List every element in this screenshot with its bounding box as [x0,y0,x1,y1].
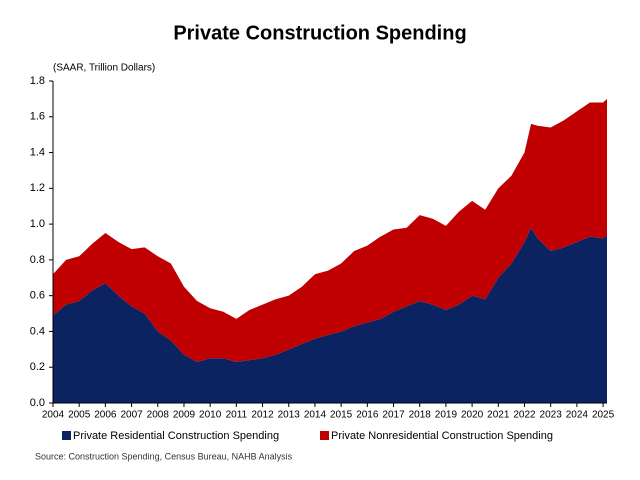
y-tick-label: 1.6 [30,111,45,123]
x-tick-label: 2005 [68,410,91,421]
legend-swatch [320,431,329,440]
source-note: Source: Construction Spending, Census Bu… [35,451,293,461]
y-tick-label: 0.0 [30,397,45,409]
y-tick-label: 1.8 [30,75,45,87]
x-tick-label: 2013 [278,410,301,421]
y-axis-label: (SAAR, Trillion Dollars) [53,63,155,74]
x-tick-label: 2022 [513,410,536,421]
x-tick-label: 2006 [94,410,117,421]
x-tick-label: 2020 [461,410,484,421]
y-tick-label: 0.6 [30,290,45,302]
x-tick-label: 2025 [592,410,615,421]
x-tick-label: 2011 [226,410,248,421]
x-tick-label: 2008 [147,410,170,421]
y-tick-label: 0.4 [30,325,45,337]
x-tick-label: 2012 [251,410,274,421]
y-tick-label: 1.4 [30,146,45,158]
x-tick-label: 2021 [487,410,510,421]
legend-swatch [62,431,71,440]
x-tick-label: 2014 [304,410,327,421]
x-tick-label: 2017 [382,410,405,421]
legend-label: Private Nonresidential Construction Spen… [331,430,553,442]
x-tick-label: 2009 [173,410,196,421]
x-tick-label: 2016 [356,410,379,421]
x-tick-label: 2023 [540,410,563,421]
area [53,227,607,403]
x-tick-label: 2010 [199,410,222,421]
x-tick-label: 2015 [330,410,353,421]
y-tick-label: 1.2 [30,182,45,194]
x-tick-label: 2007 [120,410,143,421]
area [53,98,607,362]
y-tick-label: 0.2 [30,361,45,373]
y-tick-label: 1.0 [30,218,45,230]
y-tick-label: 0.8 [30,254,45,266]
x-tick-label: 2019 [435,410,458,421]
x-tick-label: 2004 [42,410,65,421]
x-tick-label: 2024 [566,410,589,421]
legend-label: Private Residential Construction Spendin… [73,430,279,442]
chart-title: Private Construction Spending [173,22,466,44]
x-tick-label: 2018 [409,410,432,421]
